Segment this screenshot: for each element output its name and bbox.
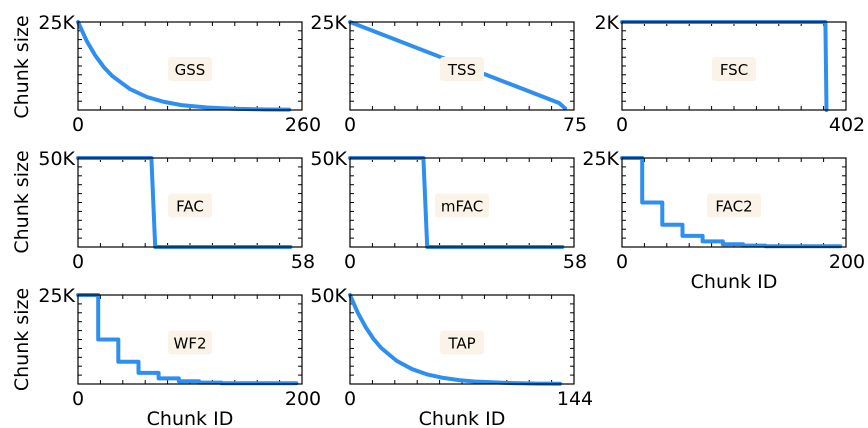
x-tick-label: 58 xyxy=(563,251,587,273)
plot-frame xyxy=(621,157,847,248)
panel-fac: FAC 50K 0 58 xyxy=(38,148,315,273)
row2-ylabel: Chunk size xyxy=(11,150,33,253)
x-tick-label: 0 xyxy=(344,251,356,273)
panel-label-box xyxy=(440,330,484,355)
series-line xyxy=(76,293,299,386)
panel-label-box xyxy=(440,57,484,81)
y-tick-label: 50K xyxy=(310,148,347,170)
x-tick-label: 0 xyxy=(616,114,628,136)
x-tick-label: 58 xyxy=(291,251,315,273)
plot-frame xyxy=(77,157,303,248)
x-tick-label: 0 xyxy=(344,388,356,410)
panel-label-box xyxy=(712,57,756,81)
panel-label: FAC xyxy=(176,198,204,216)
plot-frame xyxy=(349,21,575,111)
series-line xyxy=(348,293,562,386)
panel-label: WF2 xyxy=(173,335,206,353)
x-tick-label: 0 xyxy=(72,251,84,273)
plot-frame xyxy=(77,21,303,111)
panel-label: FSC xyxy=(720,61,748,79)
plot-frame xyxy=(349,294,575,385)
y-tick-label: 25K xyxy=(582,148,619,170)
x-tick-label: 260 xyxy=(285,114,321,136)
series-line xyxy=(620,156,843,249)
x-tick-label: 0 xyxy=(72,388,84,410)
panel-fsc: FSC 2K 0 402 xyxy=(594,12,865,136)
panel-label: TSS xyxy=(447,61,476,79)
y-tick-label: 25K xyxy=(38,12,75,34)
panel-wf2: WF2 25K 0 200 Chunk ID Chunk size xyxy=(11,285,321,428)
plot-frame xyxy=(349,157,575,248)
panel-mfac: mFAC 50K 0 58 xyxy=(310,148,587,273)
x-tick-label: 0 xyxy=(72,114,84,136)
x-axis-title: Chunk ID xyxy=(691,271,778,293)
panel-label-box xyxy=(168,330,212,355)
y-tick-label: 25K xyxy=(38,285,75,307)
y-tick-label: 50K xyxy=(38,148,75,170)
row1-ylabel: Chunk size xyxy=(11,15,33,118)
y-tick-label: 25K xyxy=(310,12,347,34)
panel-label: GSS xyxy=(175,61,206,79)
x-tick-label: 0 xyxy=(344,114,356,136)
panel-gss: GSS 25K 0 260 xyxy=(38,12,321,136)
panel-fac2: FAC2 25K 0 200 Chunk ID xyxy=(582,148,865,293)
series-line xyxy=(76,20,292,112)
panel-label-box xyxy=(707,193,761,218)
panel-label-box xyxy=(435,193,489,218)
x-tick-label: 200 xyxy=(285,388,321,410)
x-tick-label: 200 xyxy=(829,251,865,273)
x-axis-title: Chunk ID xyxy=(419,408,506,428)
plot-frame xyxy=(621,21,847,111)
panel-label: TAP xyxy=(447,335,475,353)
plot-frame xyxy=(77,294,303,385)
panel-label-box xyxy=(168,193,212,218)
panel-label: FAC2 xyxy=(715,198,752,216)
y-axis-title: Chunk size xyxy=(11,288,33,391)
panel-label-box xyxy=(168,57,212,81)
y-tick-label: 2K xyxy=(594,12,619,34)
x-tick-label: 75 xyxy=(563,114,587,136)
x-tick-label: 0 xyxy=(616,251,628,273)
x-tick-label: 402 xyxy=(829,114,865,136)
x-tick-label: 144 xyxy=(557,388,593,410)
panel-label: mFAC xyxy=(441,198,483,216)
panel-tap: TAP 50K 0 144 Chunk ID xyxy=(310,285,593,428)
y-tick-label: 50K xyxy=(310,285,347,307)
panel-tss: TSS 25K 0 75 xyxy=(310,12,587,136)
x-axis-title: Chunk ID xyxy=(147,408,234,428)
series-line xyxy=(348,20,567,111)
